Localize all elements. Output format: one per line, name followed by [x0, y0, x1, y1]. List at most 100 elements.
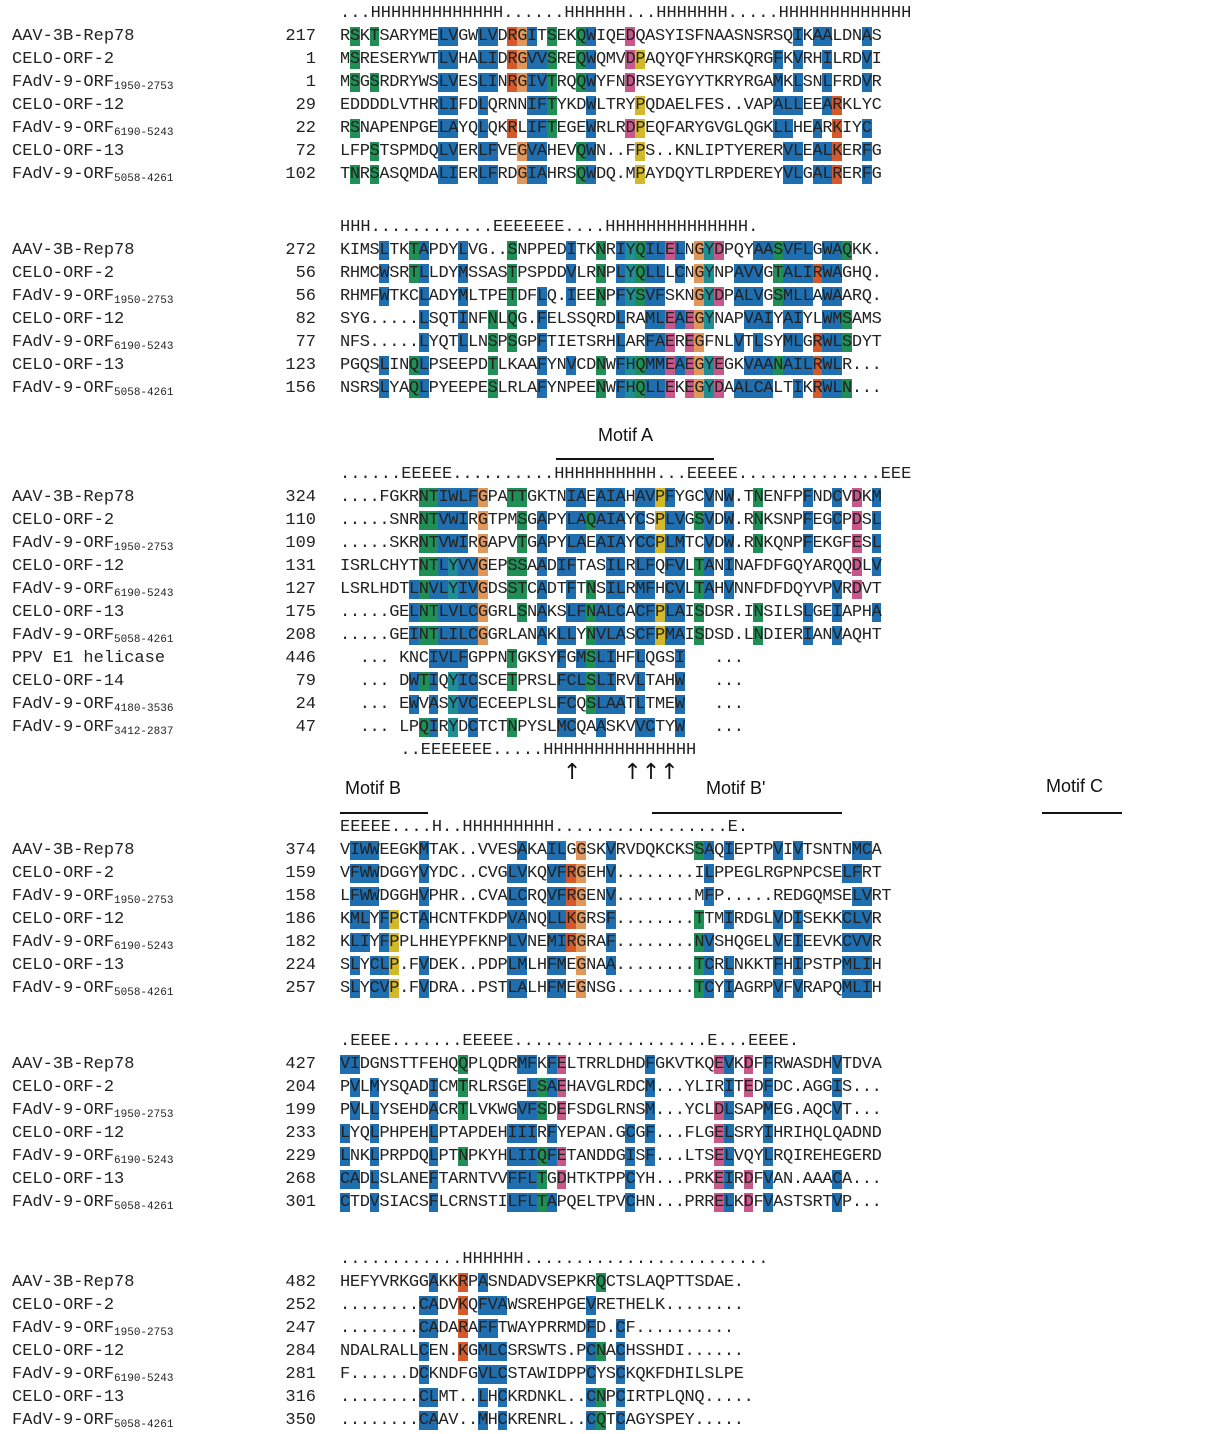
- motif-a-label: Motif A: [598, 425, 654, 445]
- residue: Q: [861, 264, 872, 283]
- residue: K: [448, 841, 459, 860]
- sequence-name: CELO-ORF-13: [12, 603, 124, 622]
- residue: R: [399, 50, 410, 69]
- residue: E: [507, 695, 518, 714]
- residue: W: [822, 356, 833, 375]
- residue: S: [842, 1078, 853, 1097]
- residue: A: [389, 1342, 400, 1361]
- residue: T: [408, 557, 420, 576]
- residue: E: [399, 626, 410, 645]
- residue: Q: [635, 379, 646, 398]
- residue: Q: [536, 864, 548, 883]
- residue: Y: [664, 718, 676, 737]
- residue: G: [605, 979, 616, 998]
- residue: L: [477, 165, 489, 184]
- residue: M: [625, 165, 636, 184]
- sequence-residues: .....GELNTLVLCGGRLSNAKSLFNALCACFPLAISDSR…: [340, 603, 882, 622]
- residue: P: [389, 910, 400, 929]
- residue: L: [782, 603, 794, 622]
- residue: C: [340, 1170, 351, 1189]
- residue: H: [615, 649, 626, 668]
- residue: T: [694, 979, 705, 998]
- residue: E: [773, 1101, 784, 1120]
- residue: T: [733, 1078, 744, 1097]
- residue: P: [379, 1147, 390, 1166]
- residue: D: [497, 1055, 508, 1074]
- residue: E: [546, 241, 557, 260]
- residue: T: [576, 333, 587, 352]
- residue: S: [477, 264, 489, 283]
- residue: R: [527, 1296, 538, 1315]
- residue: D: [743, 1193, 754, 1212]
- residue: C: [586, 1411, 597, 1430]
- residue: G: [812, 1078, 823, 1097]
- residue: V: [418, 956, 429, 975]
- sequence-name-text: FAdV-9-ORF: [12, 165, 115, 184]
- residue: F: [645, 1147, 656, 1166]
- residue: .: [340, 1388, 351, 1407]
- residue: E: [418, 1170, 429, 1189]
- residue: V: [586, 1078, 597, 1097]
- residue: I: [684, 603, 695, 622]
- residue: .: [359, 603, 370, 622]
- residue: D: [625, 1078, 636, 1097]
- residue: .: [340, 1411, 351, 1430]
- sequence-name: CELO-ORF-2: [12, 1296, 114, 1315]
- residue: G: [359, 310, 370, 329]
- sequence-residues: ... EWVASYVCECEEPLSLFCQSLAATLTMEW ...: [340, 695, 744, 714]
- residue: R: [586, 1273, 597, 1292]
- residue: .: [635, 956, 646, 975]
- sequence-start-position: 1: [305, 73, 316, 92]
- residue: N: [645, 1193, 656, 1212]
- residue: R: [763, 864, 774, 883]
- residue: A: [743, 557, 754, 576]
- residue: F: [664, 557, 676, 576]
- residue: T: [408, 241, 420, 260]
- residue: .: [694, 1319, 705, 1338]
- residue: D: [635, 1055, 646, 1074]
- residue: E: [448, 356, 459, 375]
- residue: .: [674, 1124, 685, 1143]
- residue: C: [871, 96, 882, 115]
- residue: S: [556, 603, 567, 622]
- residue: R: [832, 96, 843, 115]
- residue: M: [782, 287, 794, 306]
- residue: F: [458, 96, 469, 115]
- residue: M: [842, 979, 853, 998]
- residue: S: [369, 379, 380, 398]
- sequence-name-text: AAV-3B-Rep78: [12, 27, 135, 46]
- residue: L: [595, 649, 607, 668]
- residue: .: [458, 1411, 469, 1430]
- residue: Y: [448, 241, 459, 260]
- residue: L: [684, 1147, 695, 1166]
- residue: .: [349, 1411, 361, 1430]
- residue: A: [379, 165, 390, 184]
- residue: M: [664, 626, 676, 645]
- residue: S: [349, 557, 361, 576]
- residue: G: [753, 119, 764, 138]
- residue: T: [428, 511, 439, 530]
- residue: .: [369, 695, 380, 714]
- residue: G: [527, 511, 538, 530]
- residue: Q: [399, 165, 410, 184]
- residue: R: [782, 1124, 794, 1143]
- residue: A: [674, 310, 685, 329]
- residue: F: [418, 1055, 429, 1074]
- residue: E: [556, 1273, 567, 1292]
- residue: E: [743, 1078, 754, 1097]
- sequence-name-text: AAV-3B-Rep78: [12, 1273, 135, 1292]
- sequence-start-position: 159: [285, 864, 316, 883]
- residue: L: [546, 910, 557, 929]
- sequence-residues: .....SKRNTVWIRGAPVTGAPYLAEAIAYCCPLMTCVDW…: [340, 534, 882, 553]
- residue: D: [556, 241, 567, 260]
- residue: L: [438, 580, 449, 599]
- residue: G: [487, 603, 498, 622]
- residue: G: [408, 1273, 420, 1292]
- residue: N: [586, 580, 597, 599]
- residue: .: [871, 1170, 882, 1189]
- residue: M: [340, 50, 351, 69]
- residue: K: [802, 27, 813, 46]
- residue: S: [694, 841, 705, 860]
- residue: P: [842, 1193, 853, 1212]
- residue: H: [674, 1365, 685, 1384]
